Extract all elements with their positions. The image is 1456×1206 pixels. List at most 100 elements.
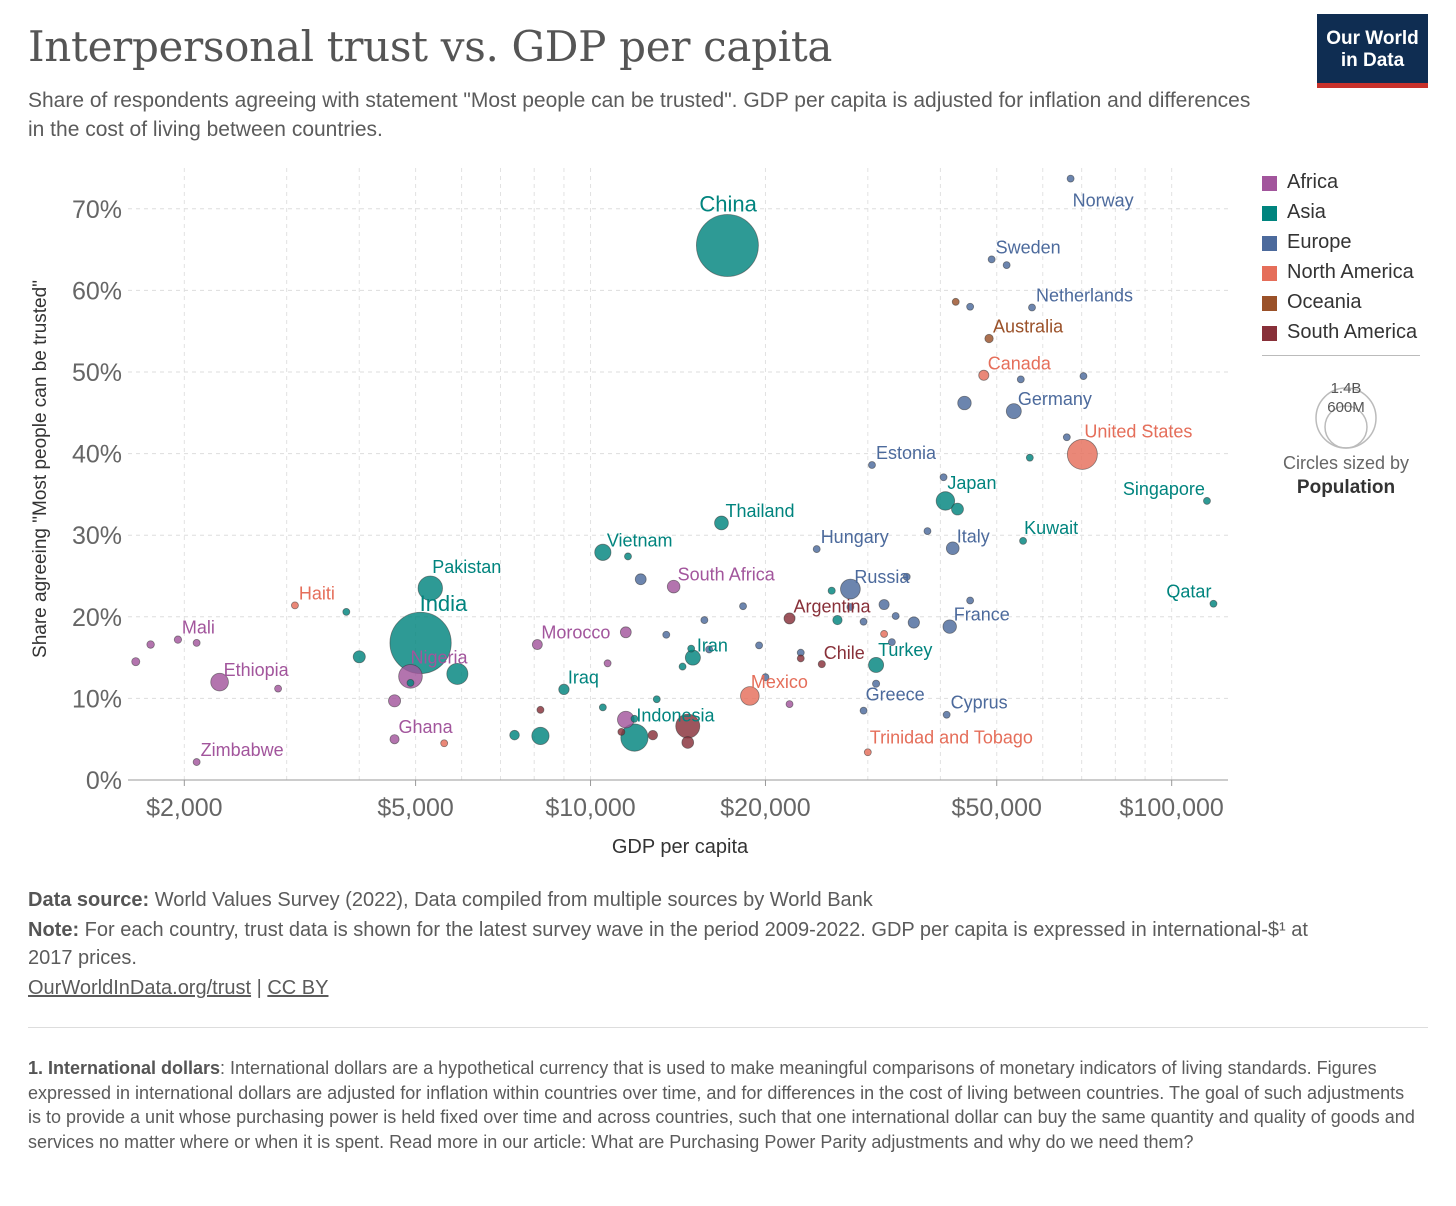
point-estonia[interactable] xyxy=(868,461,876,469)
point-uruguay[interactable] xyxy=(796,654,805,663)
point-turkey[interactable] xyxy=(868,656,885,673)
legend-item-south-america[interactable]: South America xyxy=(1262,320,1432,350)
point-ukraine[interactable] xyxy=(634,573,647,586)
point-lithuania[interactable] xyxy=(902,572,911,581)
point-colombia[interactable] xyxy=(681,736,695,749)
point-finland[interactable] xyxy=(966,302,975,311)
source-link[interactable]: OurWorldInData.org/trust xyxy=(28,977,252,999)
point-zambia[interactable] xyxy=(274,684,282,693)
point-slovakia[interactable] xyxy=(859,617,868,626)
point-montenegro[interactable] xyxy=(761,673,770,682)
point-hungary[interactable] xyxy=(812,545,821,553)
point-czechia[interactable] xyxy=(923,527,932,536)
point-kyrgyzstan[interactable] xyxy=(406,678,415,687)
point-niger[interactable] xyxy=(131,657,141,667)
legend-item-oceania[interactable]: Oceania xyxy=(1262,290,1432,320)
point-china[interactable] xyxy=(696,214,759,277)
point-norway[interactable] xyxy=(1066,174,1075,183)
point-italy[interactable] xyxy=(945,541,960,556)
license-link[interactable]: CC BY xyxy=(267,977,329,999)
point-switzerland[interactable] xyxy=(1079,372,1088,380)
point-myanmar[interactable] xyxy=(352,650,366,664)
point-netherlands[interactable] xyxy=(1028,303,1036,312)
point-sweden[interactable] xyxy=(987,255,996,264)
point-ghana[interactable] xyxy=(389,734,400,745)
point-azerbaijan[interactable] xyxy=(678,662,687,671)
point-germany[interactable] xyxy=(1005,403,1022,420)
point-mali[interactable] xyxy=(173,635,183,644)
point-qatar[interactable] xyxy=(1209,599,1218,608)
point-indonesia[interactable] xyxy=(620,723,649,752)
point-nicaragua[interactable] xyxy=(440,739,449,748)
point-armenia[interactable] xyxy=(652,695,661,704)
point-algeria[interactable] xyxy=(619,626,632,639)
point-kenya[interactable] xyxy=(388,694,402,708)
point-vietnam[interactable] xyxy=(594,543,612,561)
owid-logo[interactable]: Our World in Data xyxy=(1317,14,1428,88)
point-croatia[interactable] xyxy=(891,612,900,620)
point-lebanon[interactable] xyxy=(630,714,639,723)
point-jordan[interactable] xyxy=(598,703,607,712)
point-south-africa[interactable] xyxy=(666,579,681,594)
point-singapore[interactable] xyxy=(1203,497,1211,505)
point-rwanda[interactable] xyxy=(192,639,201,647)
point-kuwait[interactable] xyxy=(1019,537,1027,545)
point-russia[interactable] xyxy=(840,578,861,600)
point-haiti[interactable] xyxy=(291,601,299,610)
point-nigeria[interactable] xyxy=(398,664,423,689)
point-ethiopia[interactable] xyxy=(210,672,229,692)
point-malaysia[interactable] xyxy=(832,614,843,626)
point-latvia[interactable] xyxy=(846,603,855,611)
legend-item-north-america[interactable]: North America xyxy=(1262,260,1432,290)
point-japan[interactable] xyxy=(935,491,956,511)
point-philippines[interactable] xyxy=(531,726,550,745)
point-bosnia-and-herzegovina[interactable] xyxy=(700,616,709,624)
point-thailand[interactable] xyxy=(714,515,729,531)
point-united-kingdom[interactable] xyxy=(957,395,972,411)
point-mexico[interactable] xyxy=(740,686,760,706)
point-belarus[interactable] xyxy=(755,641,763,650)
point-andorra[interactable] xyxy=(966,596,975,605)
point-georgia[interactable] xyxy=(687,644,696,653)
point-new-zealand[interactable] xyxy=(951,297,960,306)
point-hong-kong[interactable] xyxy=(1025,453,1034,462)
point-north-macedonia[interactable] xyxy=(705,645,714,654)
point-south-korea[interactable] xyxy=(951,502,964,516)
point-iraq[interactable] xyxy=(558,683,570,696)
point-puerto-rico[interactable] xyxy=(880,630,888,638)
point-tajikistan[interactable] xyxy=(342,608,351,616)
point-portugal[interactable] xyxy=(887,638,896,646)
point-ecuador[interactable] xyxy=(617,727,626,736)
point-chile[interactable] xyxy=(817,660,826,669)
point-france[interactable] xyxy=(942,619,957,634)
point-burkina-faso[interactable] xyxy=(146,640,155,649)
legend-item-europe[interactable]: Europe xyxy=(1262,230,1432,260)
point-slovenia[interactable] xyxy=(939,473,948,482)
point-pakistan[interactable] xyxy=(417,575,443,601)
point-argentina[interactable] xyxy=(783,612,796,625)
point-libya[interactable] xyxy=(785,700,794,709)
point-trinidad-and-tobago[interactable] xyxy=(863,748,872,757)
point-greece[interactable] xyxy=(859,706,868,715)
point-tunisia[interactable] xyxy=(603,659,612,668)
point-romania[interactable] xyxy=(872,679,881,688)
point-iceland[interactable] xyxy=(1002,261,1011,270)
legend-item-africa[interactable]: Africa xyxy=(1262,170,1432,200)
point-uzbekistan[interactable] xyxy=(509,729,520,741)
point-kazakhstan[interactable] xyxy=(827,586,836,595)
point-poland[interactable] xyxy=(878,599,890,611)
point-albania[interactable] xyxy=(662,630,671,639)
point-australia[interactable] xyxy=(984,333,994,344)
point-zimbabwe[interactable] xyxy=(192,758,201,766)
point-cyprus[interactable] xyxy=(942,710,951,719)
point-spain[interactable] xyxy=(907,616,920,629)
point-united-states[interactable] xyxy=(1066,439,1098,470)
point-mongolia[interactable] xyxy=(624,552,632,561)
point-bangladesh[interactable] xyxy=(446,662,469,685)
point-denmark[interactable] xyxy=(1062,433,1071,442)
point-bolivia[interactable] xyxy=(536,705,545,714)
point-canada[interactable] xyxy=(978,369,990,381)
point-peru[interactable] xyxy=(647,729,658,741)
legend-item-asia[interactable]: Asia xyxy=(1262,200,1432,230)
point-morocco[interactable] xyxy=(531,639,543,650)
